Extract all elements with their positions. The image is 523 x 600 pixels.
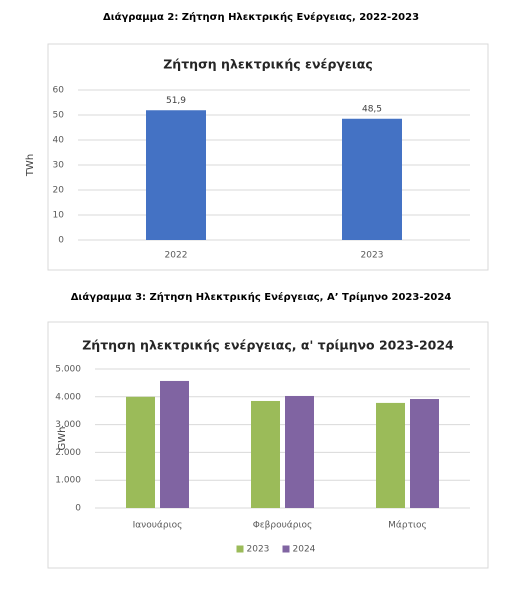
caption: Διάγραμμα 3: Ζήτηση Ηλεκτρικής Ενέργειας…: [71, 291, 452, 303]
caption: Διάγραμμα 2: Ζήτηση Ηλεκτρικής Ενέργειας…: [103, 11, 419, 23]
legend-label: 2024: [293, 545, 316, 555]
y-tick-label: 30: [53, 161, 65, 171]
y-axis-label: GWh: [57, 427, 68, 451]
data-label: 48,5: [362, 104, 382, 114]
y-tick-label: 5.000: [55, 365, 81, 375]
bar: [126, 396, 155, 508]
x-tick-label: Μάρτιος: [388, 521, 427, 531]
y-axis-label: TWh: [25, 154, 36, 177]
legend-swatch: [282, 545, 290, 553]
y-tick-label: 50: [53, 111, 65, 121]
y-tick-label: 0: [58, 236, 64, 246]
x-tick-label: Ιανουάριος: [133, 521, 183, 531]
y-tick-label: 3.000: [55, 420, 81, 430]
chart-frame: [47, 43, 489, 271]
bar: [342, 118, 402, 240]
y-tick-label: 4.000: [55, 392, 81, 402]
chart-title: Ζήτηση ηλεκτρικής ενέργειας, α' τρίμηνο …: [82, 338, 454, 353]
bar: [251, 400, 280, 508]
chart-title: Ζήτηση ηλεκτρικής ενέργειας: [163, 57, 373, 72]
bar: [285, 395, 314, 508]
x-tick-label: 2023: [361, 251, 384, 261]
legend-swatch: [236, 545, 244, 553]
x-tick-label: Φεβρουάριος: [253, 521, 313, 531]
data-label: 51,9: [166, 96, 186, 106]
y-tick-label: 0: [75, 504, 81, 514]
bar: [376, 402, 405, 508]
x-tick-label: 2022: [165, 251, 188, 261]
y-tick-label: 2.000: [55, 448, 81, 458]
legend-label: 2023: [247, 545, 270, 555]
bar: [146, 110, 206, 240]
bar: [160, 380, 189, 508]
bar: [410, 399, 439, 508]
y-tick-label: 1.000: [55, 476, 81, 486]
y-tick-label: 10: [53, 211, 65, 221]
y-tick-label: 60: [53, 86, 65, 96]
y-tick-label: 20: [53, 186, 65, 196]
y-tick-label: 40: [53, 136, 65, 146]
